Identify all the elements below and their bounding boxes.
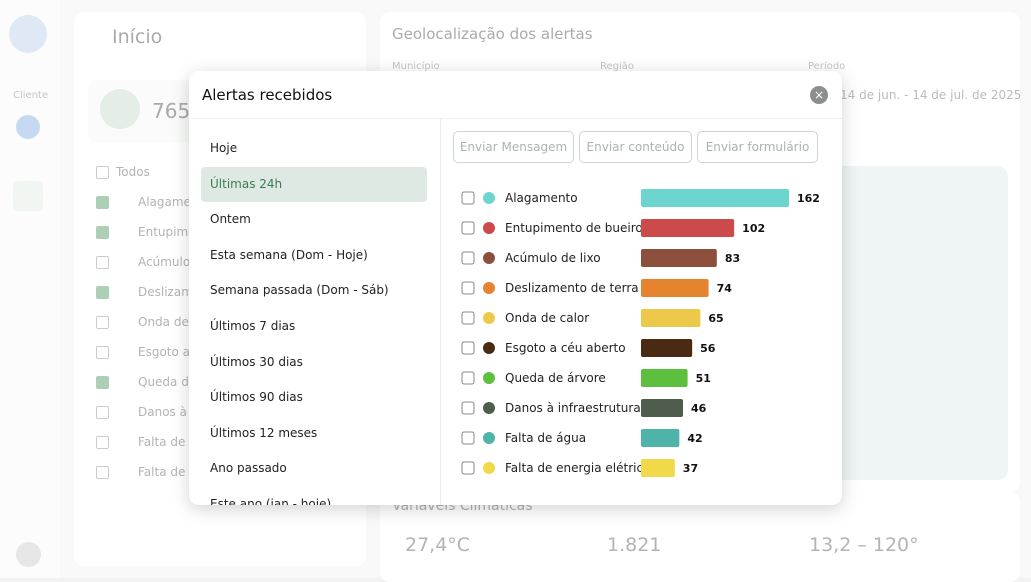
row-checkbox[interactable] — [461, 341, 475, 355]
category-label: Queda de árvore — [505, 371, 606, 385]
column-divider — [440, 119, 441, 505]
bar — [641, 429, 680, 447]
category-label: Acúmulo de lixo — [505, 251, 601, 265]
alert-icon — [483, 282, 495, 294]
period-option[interactable]: Últimas 24h — [201, 166, 427, 202]
value-label: 74 — [717, 282, 733, 295]
category-label: Falta de água — [505, 431, 586, 445]
value-label: 37 — [683, 462, 698, 475]
modal-title: Alertas recebidos — [202, 86, 333, 104]
value-label: 56 — [700, 342, 716, 355]
category-label: Onda de calor — [505, 311, 589, 325]
action-button[interactable]: Enviar formulário — [697, 131, 818, 163]
alert-icon — [483, 312, 495, 324]
period-option[interactable]: Últimos 90 dias — [210, 390, 303, 405]
alert-icon — [483, 222, 495, 234]
bar — [641, 249, 717, 267]
action-button[interactable]: Enviar conteúdo — [579, 131, 692, 163]
period-option[interactable]: Hoje — [210, 141, 238, 155]
alert-icon — [483, 432, 495, 444]
value-label: 46 — [691, 402, 707, 415]
row-checkbox[interactable] — [461, 281, 475, 295]
row-checkbox[interactable] — [461, 461, 475, 475]
alert-icon — [483, 402, 495, 414]
alert-icon — [483, 192, 495, 204]
row-checkbox[interactable] — [461, 431, 475, 445]
period-option[interactable]: Este ano (jan - hoje) — [210, 497, 332, 505]
value-label: 102 — [742, 222, 765, 235]
divider — [189, 118, 842, 119]
bar — [641, 189, 789, 207]
period-option[interactable]: Ontem — [210, 212, 251, 227]
period-option[interactable]: Últimos 12 meses — [210, 425, 318, 440]
row-checkbox[interactable] — [461, 401, 475, 415]
bar — [641, 339, 693, 357]
period-option[interactable]: Últimos 30 dias — [210, 354, 303, 369]
category-label: Falta de energia elétrica — [505, 461, 650, 475]
row-checkbox[interactable] — [461, 221, 475, 235]
bar — [641, 399, 684, 417]
row-checkbox[interactable] — [461, 311, 475, 325]
alert-icon — [483, 372, 495, 384]
close-button[interactable]: × — [810, 86, 828, 104]
category-label: Alagamento — [505, 191, 578, 205]
alert-icon — [483, 252, 495, 264]
value-label: 42 — [687, 432, 702, 445]
value-label: 162 — [797, 192, 820, 205]
category-label: Deslizamento de terra — [505, 281, 639, 295]
alert-chart: Alagamento 162 Entupimento de bueiros 102 Ac… — [461, 189, 820, 477]
alert-icon — [483, 342, 495, 354]
period-option[interactable]: Esta semana (Dom - Hoje) — [210, 247, 368, 262]
bar — [641, 459, 675, 477]
category-label: Entupimento de bueiros — [505, 221, 649, 235]
value-label: 51 — [696, 372, 711, 385]
period-option[interactable]: Semana passada (Dom - Sáb) — [210, 283, 389, 298]
modal: Alertas recebidos × Hoje Últimas 24h Ontem… — [189, 71, 842, 505]
alert-icon — [483, 462, 495, 474]
value-label: 83 — [725, 252, 740, 265]
period-option[interactable]: Ano passado — [210, 461, 287, 476]
action-button[interactable]: Enviar Mensagem — [453, 131, 574, 163]
row-checkbox[interactable] — [461, 251, 475, 265]
bar — [641, 219, 735, 237]
bar — [641, 369, 688, 387]
row-checkbox[interactable] — [461, 191, 475, 205]
bar — [641, 279, 709, 297]
category-label: Danos à infraestrutura — [505, 401, 641, 415]
period-option[interactable]: Últimos 7 dias — [210, 319, 296, 333]
bar — [641, 309, 701, 327]
value-label: 65 — [708, 312, 723, 325]
category-label: Esgoto a céu aberto — [505, 341, 626, 355]
row-checkbox[interactable] — [461, 371, 475, 385]
